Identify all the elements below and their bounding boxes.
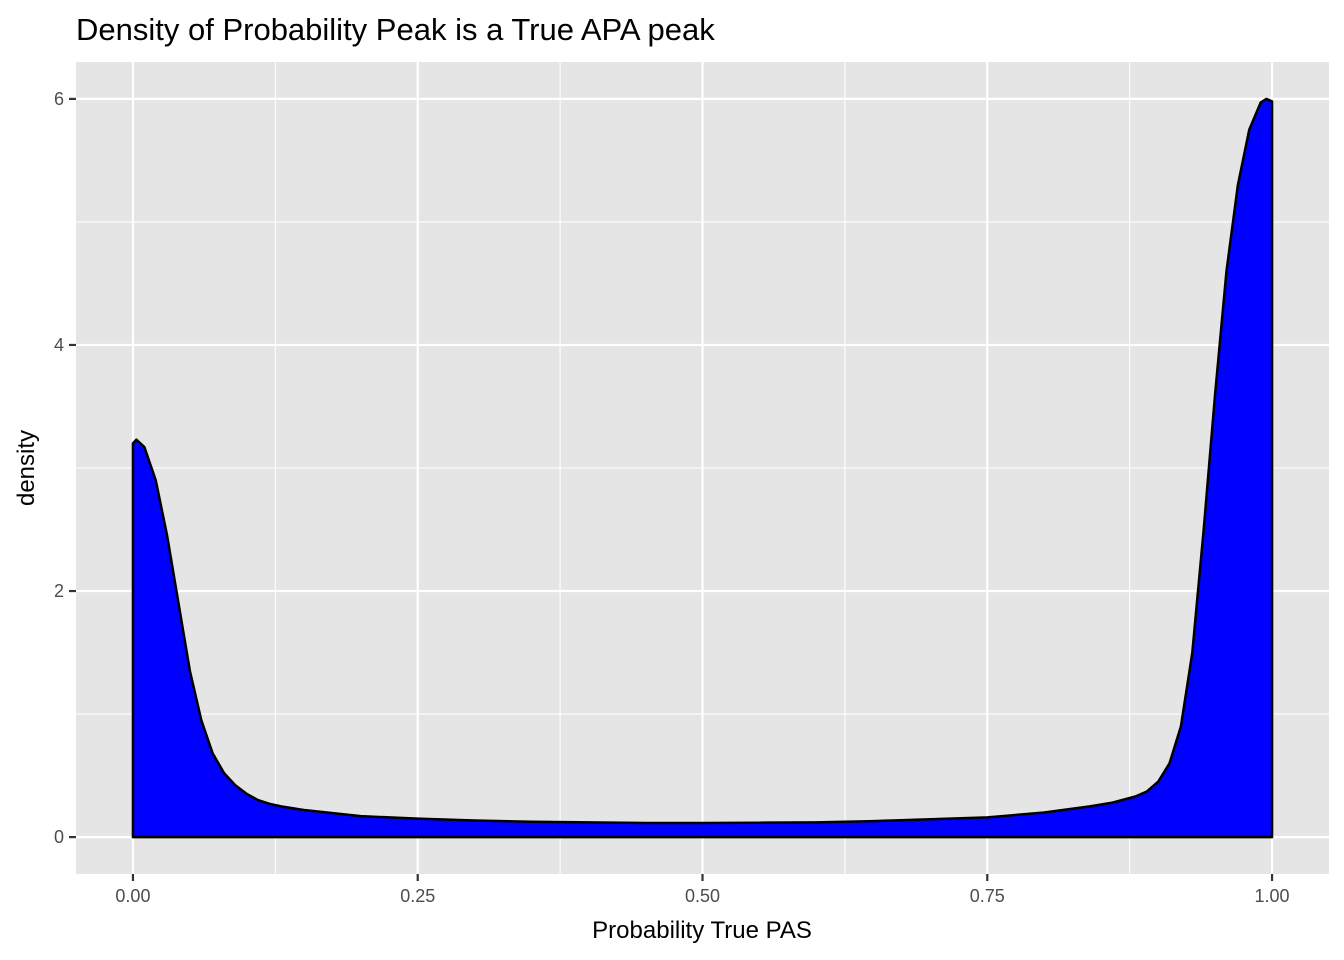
grid-lines xyxy=(76,62,1329,874)
y-tick-label: 4 xyxy=(54,335,64,355)
chart-title: Density of Probability Peak is a True AP… xyxy=(76,12,715,47)
x-tick-label: 0.50 xyxy=(685,886,720,906)
y-tick-label: 6 xyxy=(54,89,64,109)
y-tick-label: 2 xyxy=(54,581,64,601)
x-tick-label: 0.75 xyxy=(970,886,1005,906)
x-tick-label: 1.00 xyxy=(1255,886,1290,906)
density-series xyxy=(131,97,1274,839)
x-axis-title: Probability True PAS xyxy=(592,917,812,944)
density-area xyxy=(131,97,1274,839)
y-tick-label: 0 xyxy=(54,827,64,847)
x-tick-label: 0.00 xyxy=(115,886,150,906)
x-tick-label: 0.25 xyxy=(400,886,435,906)
axes: 0.00 0.25 0.50 0.75 1.00 0 2 4 6 xyxy=(54,89,1290,906)
y-axis-title: density xyxy=(13,430,40,506)
